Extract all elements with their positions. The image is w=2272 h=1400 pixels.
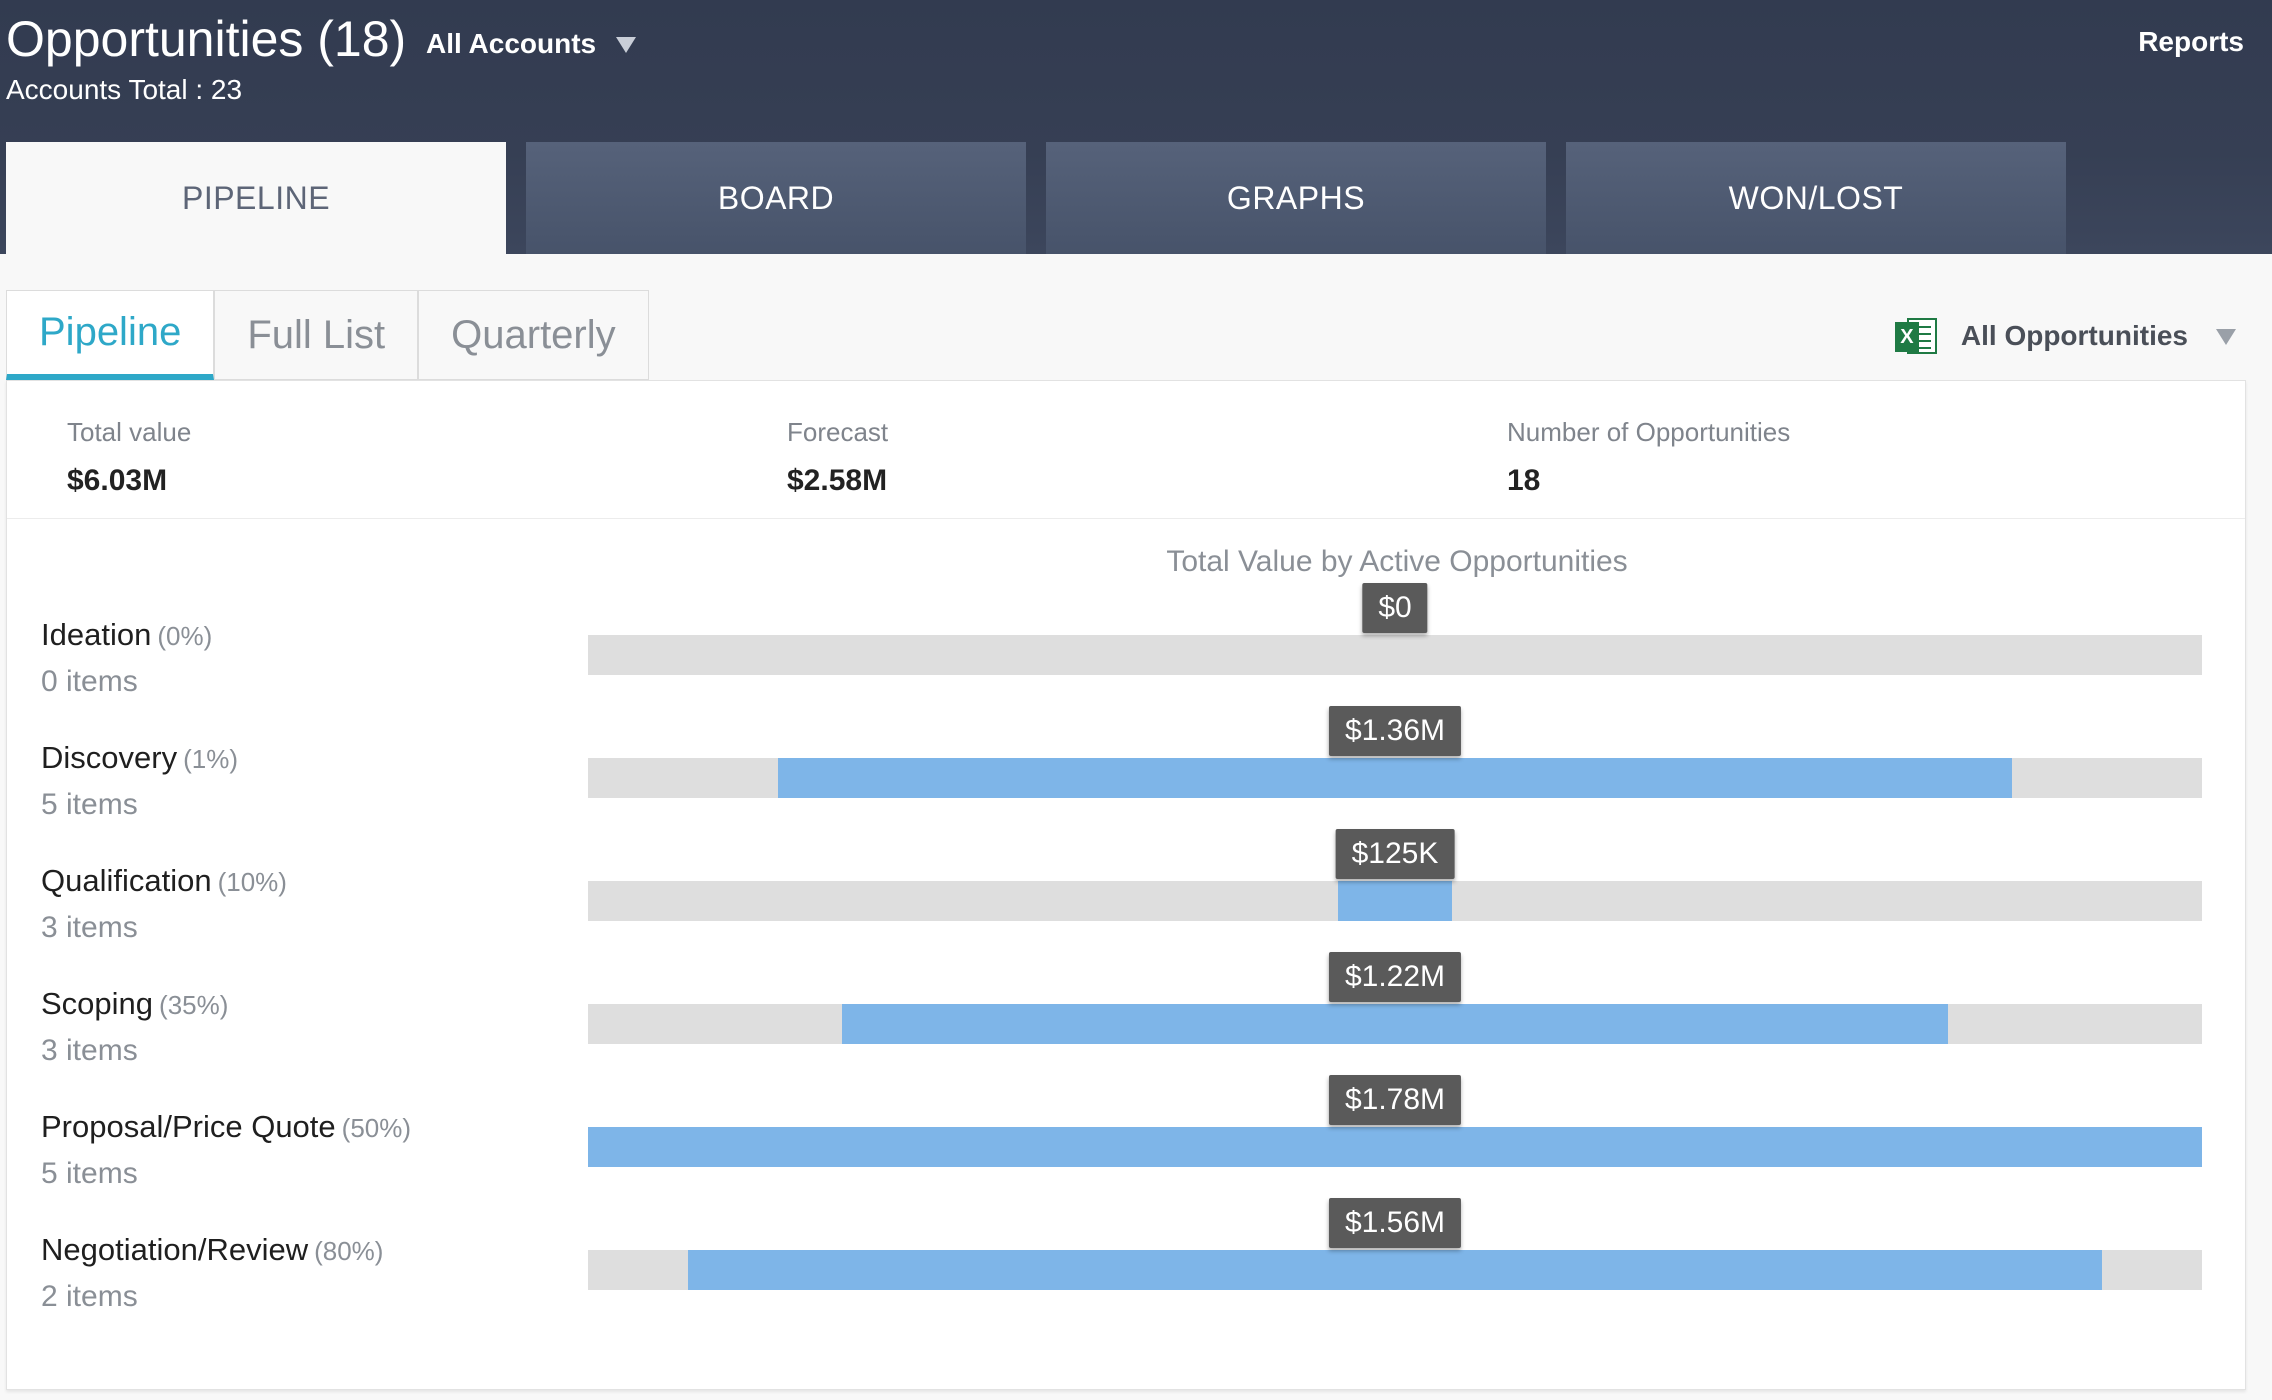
stage-name: Qualification: [41, 863, 212, 898]
page-title: Opportunities (18): [6, 11, 407, 67]
bar-fill[interactable]: [588, 1127, 2202, 1167]
value-label: $125K: [1335, 829, 1455, 879]
excel-letter: X: [1894, 322, 1919, 352]
value-label: $1.56M: [1328, 1198, 1462, 1248]
bar-track: [588, 1250, 2202, 1290]
stage-title: Ideation (0%): [41, 617, 212, 653]
app-header: Opportunities (18) All Accounts Accounts…: [0, 0, 2272, 254]
bar-fill[interactable]: [841, 1004, 1949, 1044]
tab-won-lost[interactable]: WON/LOST: [1566, 142, 2066, 254]
stage-label: Discovery (1%) 5 items: [41, 740, 238, 822]
value-label: $1.78M: [1328, 1075, 1462, 1125]
stage-item-count: 3 items: [41, 911, 138, 944]
pipeline-panel: Total value $6.03M Forecast $2.58M Numbe…: [6, 380, 2246, 1390]
reports-link[interactable]: Reports: [2138, 26, 2244, 57]
stat-total-value: Total value $6.03M: [67, 417, 191, 498]
main-tabs: PIPELINE BOARD GRAPHS WON/LOST: [6, 142, 2086, 254]
stage-label: Qualification (10%) 3 items: [41, 863, 287, 945]
tab-pipeline[interactable]: PIPELINE: [6, 142, 506, 254]
stage-name: Scoping: [41, 986, 154, 1021]
bar-track: [588, 758, 2202, 798]
stage-probability: (35%): [159, 990, 229, 1020]
stage-label: Negotiation/Review (80%) 2 items: [41, 1232, 383, 1314]
stage-label: Scoping (35%) 3 items: [41, 986, 228, 1068]
bar-track: [588, 1127, 2202, 1167]
stat-number-of-opportunities: Number of Opportunities 18: [1507, 417, 1790, 498]
stat-value: $6.03M: [67, 464, 168, 497]
stage-item-count: 3 items: [41, 1034, 138, 1067]
stage-probability: (80%): [314, 1236, 384, 1266]
opportunity-filter-dropdown[interactable]: All Opportunities: [1961, 320, 2236, 352]
stat-label: Forecast: [787, 417, 889, 447]
stage-item-count: 2 items: [41, 1280, 138, 1313]
stage-probability: (50%): [341, 1113, 412, 1143]
export-area: X All Opportunities: [1894, 316, 2236, 356]
excel-export-icon[interactable]: X: [1894, 316, 1939, 356]
value-label: $1.36M: [1328, 706, 1462, 756]
stage-probability: (1%): [183, 744, 238, 774]
bar-track: [588, 1004, 2202, 1044]
value-label: $0: [1362, 583, 1428, 633]
stat-label: Number of Opportunities: [1507, 417, 1791, 447]
stat-label: Total value: [67, 417, 192, 447]
chevron-down-icon: [2216, 329, 2236, 345]
stage-name: Ideation: [41, 617, 152, 652]
stage-probability: (10%): [217, 867, 287, 897]
sub-tabs: Pipeline Full List Quarterly: [6, 290, 649, 386]
stat-value: 18: [1507, 464, 1541, 497]
subtab-pipeline[interactable]: Pipeline: [6, 290, 215, 380]
stage-name: Discovery: [41, 740, 178, 775]
chart-title: Total Value by Active Opportunities: [1166, 545, 1628, 578]
stage-label: Ideation (0%) 0 items: [41, 617, 212, 699]
stage-title: Discovery (1%): [41, 740, 238, 776]
stage-title: Proposal/Price Quote (50%): [41, 1109, 411, 1145]
account-filter-dropdown[interactable]: All Accounts: [426, 28, 637, 60]
bar-fill[interactable]: [778, 758, 2012, 798]
stat-forecast: Forecast $2.58M: [787, 417, 888, 498]
bar-track: [588, 881, 2202, 921]
value-label: $1.22M: [1328, 952, 1462, 1002]
summary-stats: Total value $6.03M Forecast $2.58M Numbe…: [7, 381, 2245, 519]
subtab-full-list[interactable]: Full List: [214, 290, 419, 380]
tab-board[interactable]: BOARD: [526, 142, 1026, 254]
tab-graphs[interactable]: GRAPHS: [1046, 142, 1546, 254]
account-filter-label: All Accounts: [426, 28, 597, 59]
stage-name: Negotiation/Review: [41, 1232, 309, 1267]
stage-item-count: 5 items: [41, 1157, 138, 1190]
stage-item-count: 5 items: [41, 788, 138, 821]
chevron-down-icon: [616, 37, 637, 53]
stage-title: Negotiation/Review (80%): [41, 1232, 383, 1268]
stat-value: $2.58M: [787, 464, 888, 497]
content-area: Pipeline Full List Quarterly X All Oppor…: [0, 254, 2272, 1400]
stage-item-count: 0 items: [41, 665, 138, 698]
stage-name: Proposal/Price Quote: [41, 1109, 336, 1144]
subtab-quarterly[interactable]: Quarterly: [418, 290, 649, 380]
bar-track: [588, 635, 2202, 675]
stage-title: Qualification (10%): [41, 863, 287, 899]
stage-label: Proposal/Price Quote (50%) 5 items: [41, 1109, 411, 1191]
stage-title: Scoping (35%): [41, 986, 228, 1022]
accounts-total: Accounts Total : 23: [6, 74, 243, 105]
opportunity-filter-label: All Opportunities: [1960, 320, 2188, 351]
bar-fill[interactable]: [687, 1250, 2103, 1290]
stage-probability: (0%): [157, 621, 213, 651]
bar-fill[interactable]: [1338, 881, 1452, 921]
